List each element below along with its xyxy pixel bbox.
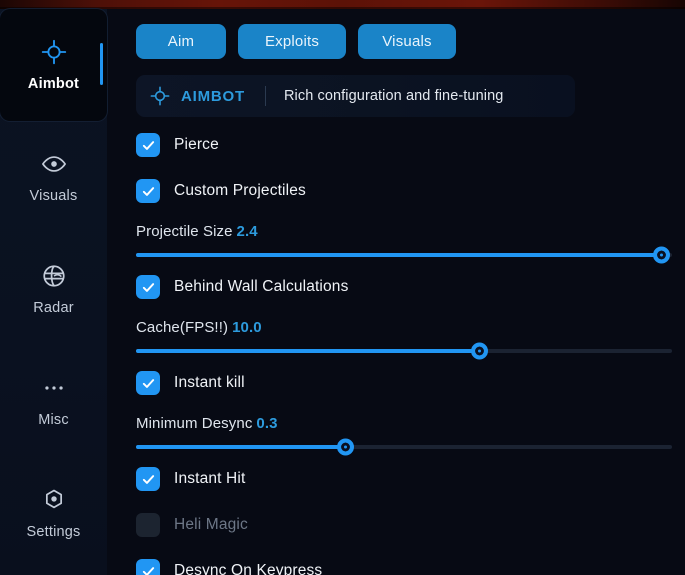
slider-value: 2.4 <box>236 223 258 240</box>
tab-aim[interactable]: Aim <box>136 24 226 59</box>
option-row-desync-on-keypress[interactable]: Desync On Keypress <box>136 557 671 575</box>
header-divider <box>264 86 266 106</box>
slider-fill <box>136 445 346 449</box>
slider-value: 10.0 <box>232 319 262 336</box>
ellipsis-icon <box>41 375 67 401</box>
sidebar-item-aimbot[interactable]: Aimbot <box>0 9 107 121</box>
slider-knob[interactable] <box>336 438 354 456</box>
slider-minimum-desync[interactable] <box>136 438 672 456</box>
option-row-instant-hit[interactable]: Instant Hit <box>136 465 671 493</box>
option-row-behind-wall-calculations[interactable]: Behind Wall Calculations <box>136 273 671 301</box>
crosshair-icon <box>41 39 67 65</box>
section-subtitle: Rich configuration and fine-tuning <box>283 88 504 104</box>
sidebar-item-label: Aimbot <box>27 75 80 92</box>
slider-projectile-size[interactable] <box>136 246 672 264</box>
main-content: Aim Exploits Visuals AIMBOT Rich configu… <box>107 9 685 575</box>
options-list: Pierce Custom Projectiles Projectile Siz… <box>136 131 672 575</box>
sidebar-nav: Aimbot Visuals Radar <box>0 9 107 575</box>
slider-label: Minimum Desync <box>136 415 253 432</box>
active-indicator-bar <box>100 43 103 85</box>
checkbox-instant-hit[interactable] <box>136 467 160 491</box>
radar-globe-icon <box>41 263 67 289</box>
slider-fill <box>136 253 662 257</box>
eye-icon <box>41 151 67 177</box>
checkbox-instant-kill[interactable] <box>136 371 160 395</box>
option-label: Behind Wall Calculations <box>174 278 349 295</box>
option-row-pierce[interactable]: Pierce <box>136 131 671 159</box>
slider-cache-fps[interactable] <box>136 342 672 360</box>
option-row-instant-kill[interactable]: Instant kill <box>136 369 671 397</box>
crosshair-icon <box>150 86 170 106</box>
slider-label: Cache(FPS!!) <box>136 319 229 336</box>
sidebar-item-label: Radar <box>33 299 74 316</box>
slider-knob[interactable] <box>652 246 670 264</box>
sidebar-item-visuals[interactable]: Visuals <box>0 121 107 233</box>
sidebar-item-settings[interactable]: Settings <box>0 457 107 569</box>
section-header: AIMBOT Rich configuration and fine-tunin… <box>136 75 575 117</box>
sidebar-item-label: Visuals <box>29 187 78 204</box>
slider-value: 0.3 <box>256 415 278 432</box>
sidebar-item-radar[interactable]: Radar <box>0 233 107 345</box>
tab-visuals[interactable]: Visuals <box>358 24 456 59</box>
sidebar-item-misc[interactable]: Misc <box>0 345 107 457</box>
option-label: Instant Hit <box>174 470 246 487</box>
option-label: Custom Projectiles <box>174 182 306 199</box>
option-label: Desync On Keypress <box>174 562 323 575</box>
checkbox-heli-magic[interactable] <box>136 513 160 537</box>
option-label: Pierce <box>174 136 219 153</box>
slider-label: Projectile Size <box>136 223 233 240</box>
option-row-projectile-size: Projectile Size 2.4 <box>136 223 672 264</box>
gear-icon <box>41 487 67 513</box>
sidebar-item-label: Misc <box>38 411 69 428</box>
tab-exploits[interactable]: Exploits <box>238 24 346 59</box>
option-row-minimum-desync: Minimum Desync 0.3 <box>136 415 672 456</box>
option-row-cache-fps: Cache(FPS!!) 10.0 <box>136 319 672 360</box>
slider-caption: Projectile Size 2.4 <box>136 223 671 240</box>
slider-knob[interactable] <box>470 342 488 360</box>
checkbox-custom-projectiles[interactable] <box>136 179 160 203</box>
checkbox-desync-on-keypress[interactable] <box>136 559 160 575</box>
section-title: AIMBOT <box>181 87 245 105</box>
slider-fill <box>136 349 480 353</box>
slider-caption: Cache(FPS!!) 10.0 <box>136 319 671 336</box>
option-row-custom-projectiles[interactable]: Custom Projectiles <box>136 177 671 205</box>
option-label: Heli Magic <box>174 516 248 533</box>
checkbox-behind-wall-calculations[interactable] <box>136 275 160 299</box>
tab-bar: Aim Exploits Visuals <box>136 24 671 59</box>
background-window-strip <box>0 0 685 9</box>
sidebar-item-label: Settings <box>26 523 81 540</box>
slider-caption: Minimum Desync 0.3 <box>136 415 671 432</box>
option-label: Instant kill <box>174 374 245 391</box>
option-row-heli-magic[interactable]: Heli Magic <box>136 511 671 539</box>
checkbox-pierce[interactable] <box>136 133 160 157</box>
